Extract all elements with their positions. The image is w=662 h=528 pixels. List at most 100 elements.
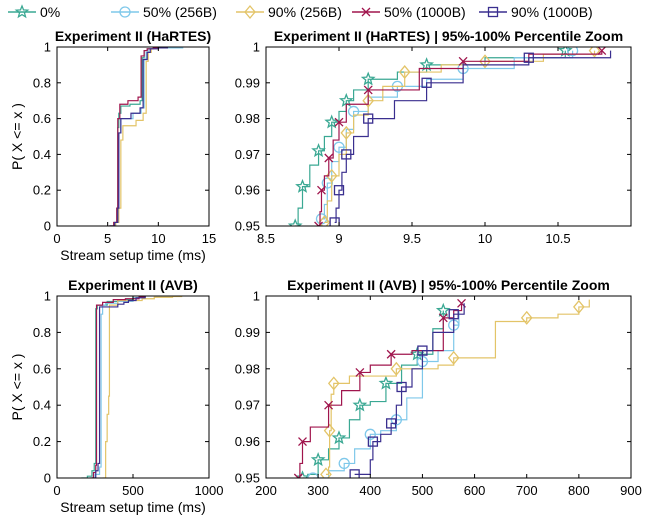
- data-point-90-256b: [320, 467, 332, 478]
- series-group: [108, 47, 184, 226]
- legend-label: 50% (256B): [143, 4, 217, 20]
- x-tick-label: 10: [478, 231, 492, 246]
- data-point-90-1000b: [363, 113, 374, 124]
- data-point-90-1000b: [367, 436, 379, 447]
- data-point-0: [310, 452, 326, 467]
- x-tick-label: 600: [464, 483, 486, 498]
- data-point-50-1000b: [298, 437, 307, 447]
- data-point-50-1000b: [324, 400, 334, 410]
- series-line-50-1000b: [90, 296, 146, 478]
- data-point-90-256b: [327, 376, 340, 391]
- data-point-90-1000b: [349, 469, 360, 478]
- x-tick-label: 5: [104, 231, 111, 246]
- series-line-0: [302, 310, 444, 478]
- x-axis-label: Stream setup time (ms): [60, 499, 205, 515]
- x-tick-label: 400: [359, 483, 381, 498]
- x-tick-label: 15: [202, 231, 216, 246]
- legend-label: 90% (256B): [268, 4, 342, 20]
- y-tick-label: 0.6: [33, 361, 51, 376]
- y-tick-label: 0.8: [33, 325, 51, 340]
- x-tick-label: 8.5: [257, 231, 275, 246]
- data-point-0: [352, 397, 368, 412]
- y-tick-label: 0.6: [33, 111, 51, 126]
- data-point-0: [419, 57, 435, 72]
- y-tick-label: 0.8: [33, 75, 51, 90]
- data-point-90-256b: [340, 125, 353, 140]
- series-line-90-1000b: [91, 296, 146, 478]
- data-point-90-256b: [520, 310, 533, 325]
- plot-frame: [56, 46, 210, 227]
- data-point-50-1000b: [386, 349, 396, 359]
- legend-circle-icon: [119, 6, 131, 18]
- y-tick-label: 0.4: [33, 147, 51, 162]
- panel-p2: 8.5 9 9.5 10 10.5 0.95 0.96 0.97 0.98 0.99 1 Experi…: [235, 28, 632, 246]
- legend-star-icon: [14, 4, 30, 19]
- data-point-0: [311, 143, 326, 158]
- y-tick-label: 1: [253, 289, 260, 304]
- data-point-0: [295, 470, 310, 478]
- legend-entry-90-256b: 90% (256B): [236, 4, 342, 20]
- legend-label: 0%: [40, 4, 60, 20]
- series-group: [293, 298, 590, 478]
- data-point-50-1000b: [334, 117, 344, 127]
- legend: 0% 50% (256B) 90% (256B) 50% (1000B) 90% (10…: [8, 4, 593, 20]
- data-point-90-256b: [479, 54, 491, 69]
- data-point-50-1000b: [458, 56, 468, 66]
- data-point-50-256b: [338, 457, 350, 470]
- data-point-90-1000b: [523, 52, 534, 63]
- x-tick-label: 500: [122, 483, 144, 498]
- y-tick-label: 0.96: [235, 183, 260, 198]
- data-point-90-1000b: [448, 309, 459, 320]
- x-tick-label: 10.5: [545, 231, 570, 246]
- plot-frame: [56, 295, 210, 479]
- legend-diamond-icon: [244, 4, 256, 20]
- series-line-90-1000b: [354, 303, 465, 475]
- data-point-50-1000b: [314, 221, 324, 226]
- legend-entry-0: 0%: [8, 4, 60, 20]
- data-point-90-256b: [362, 93, 375, 108]
- chart-panels: 0 5 10 15 0 0.2 0.4 0.6 0.8 1 Experiment II (HaRTE…: [9, 28, 642, 515]
- y-tick-label: 1: [44, 40, 51, 55]
- data-point-0: [378, 375, 394, 390]
- y-tick-label: 0.98: [235, 111, 260, 126]
- data-point-0: [295, 178, 310, 193]
- data-point-50-1000b: [363, 85, 373, 95]
- series-line-90-1000b: [109, 47, 169, 226]
- data-point-90-256b: [588, 47, 601, 58]
- y-tick-label: 0.99: [235, 75, 260, 90]
- x-tick-label: 9: [335, 231, 342, 246]
- y-tick-label: 0.97: [235, 398, 260, 413]
- data-point-0: [435, 302, 451, 317]
- x-tick-label: 0: [53, 483, 60, 498]
- y-tick-label: 0.95: [235, 219, 260, 234]
- legend-entry-50-256b: 50% (256B): [111, 4, 217, 20]
- y-axis-label: P( X <= x ): [9, 354, 25, 421]
- x-tick-label: 800: [568, 483, 590, 498]
- x-tick-label: 700: [516, 483, 538, 498]
- data-point-90-256b: [398, 65, 411, 80]
- chart-title: Experiment II (HaRTES) | 95%-100% Percen…: [274, 28, 623, 44]
- legend-square-icon: [487, 6, 499, 18]
- data-point-0: [360, 71, 376, 86]
- data-point-50-1000b: [355, 367, 365, 377]
- data-point-50-1000b: [324, 153, 334, 163]
- data-point-90-256b: [390, 361, 403, 376]
- data-point-50-1000b: [317, 185, 326, 195]
- series-line-90-1000b: [334, 50, 612, 224]
- data-point-50-1000b: [438, 313, 448, 323]
- data-point-90-256b: [318, 215, 331, 226]
- y-tick-label: 0.98: [235, 361, 260, 376]
- data-point-50-256b: [364, 428, 376, 440]
- y-tick-label: 0.96: [235, 434, 260, 449]
- panel-p3: 0 500 1000 0 0.2 0.4 0.6 0.8 1 Experiment II (AVB…: [9, 277, 223, 515]
- data-point-90-1000b: [396, 381, 407, 393]
- x-tick-label: 1000: [195, 483, 224, 498]
- data-point-90-1000b: [417, 345, 428, 356]
- chart-title: Experiment II (AVB) | 95%-100% Percentil…: [287, 277, 610, 293]
- data-point-0: [331, 430, 347, 445]
- y-tick-label: 0.2: [33, 434, 51, 449]
- y-tick-label: 0: [44, 219, 51, 234]
- series-line-0: [81, 296, 143, 478]
- series-group: [81, 296, 183, 478]
